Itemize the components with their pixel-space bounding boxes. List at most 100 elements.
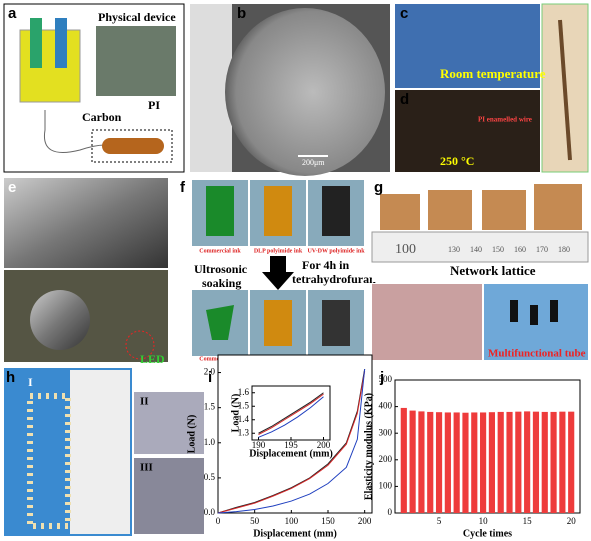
label: I — [28, 375, 33, 389]
panel-label: d — [400, 91, 409, 108]
data-line — [217, 371, 366, 514]
y-tick-label: 1.0 — [204, 437, 216, 447]
photo — [4, 178, 168, 268]
bar — [400, 407, 407, 513]
panel-label: e — [8, 179, 16, 196]
bar — [453, 412, 460, 513]
printer-body — [19, 29, 81, 103]
panel-cd: Room temperature 250 °C PI enamelled wir… — [395, 3, 589, 173]
data-line — [217, 368, 366, 514]
ruler-label: 130 — [448, 245, 460, 254]
lattice — [482, 190, 526, 230]
bar — [515, 411, 522, 513]
panel-f: Commercial ink DLP polyimide ink UV-DW p… — [180, 178, 376, 362]
sem-cross-section — [225, 8, 385, 176]
x-tick-label: 200 — [358, 516, 372, 526]
lattice — [380, 194, 420, 230]
bar — [550, 411, 557, 513]
panel-label: g — [374, 179, 383, 196]
lattice — [534, 184, 582, 230]
label: Multifunctional tube — [488, 348, 586, 360]
x-tick-label: 100 — [285, 516, 299, 526]
y-tick-label: 1.5 — [238, 400, 250, 410]
x-tick-label: 0 — [216, 516, 221, 526]
tube — [322, 186, 350, 236]
y-tick-label: 2.0 — [204, 367, 216, 377]
panel-label: f — [180, 179, 186, 196]
ruler-label: 150 — [492, 245, 504, 254]
ruler-label: 160 — [514, 245, 526, 254]
x-tick-label: 190 — [252, 440, 266, 450]
panel-label: c — [400, 5, 408, 22]
label: PI enamelled wire — [478, 116, 532, 124]
y-tick-label: 1.5 — [204, 402, 216, 412]
wire-tube — [102, 138, 164, 154]
panel-label: a — [8, 5, 17, 22]
bar — [471, 412, 478, 513]
x-tick-label: 200 — [317, 440, 331, 450]
ruler-label: 180 — [558, 245, 570, 254]
bar — [409, 410, 416, 513]
photo — [96, 26, 176, 96]
panel-e: LED e — [4, 178, 168, 366]
bar — [462, 412, 469, 513]
x-tick-label: 20 — [567, 516, 577, 526]
label: PI — [148, 98, 160, 112]
x-tick-label: 150 — [321, 516, 335, 526]
x-tick-label: 5 — [437, 516, 442, 526]
y-tick-label: 100 — [379, 480, 393, 490]
label: LED — [140, 352, 165, 366]
data-line — [258, 393, 324, 436]
photo — [190, 4, 232, 172]
photo — [395, 90, 540, 172]
label: Physical device — [98, 10, 176, 24]
label: II — [140, 396, 149, 408]
chart: 190 195 200 1.3 1.4 1.5 1.6 Displacement (mm) Lo… — [230, 385, 333, 459]
bar — [488, 412, 495, 513]
y-tick-label: 0 — [388, 507, 393, 517]
label: For 4h in — [302, 258, 349, 272]
plot-area — [394, 379, 581, 514]
x-tick-label: 10 — [479, 516, 489, 526]
data-line — [258, 396, 324, 438]
photo — [134, 392, 204, 454]
bar — [568, 411, 575, 513]
panel-label: b — [237, 5, 246, 22]
label: Room temperature — [440, 66, 546, 81]
bar — [480, 412, 487, 513]
bar — [541, 411, 548, 513]
bar — [532, 411, 540, 513]
y-axis-label: Load (N) — [230, 394, 241, 433]
dash-box — [91, 129, 173, 163]
bar — [418, 411, 425, 513]
data-line — [217, 368, 366, 514]
label: III — [140, 462, 153, 474]
y-axis-label: Load (N) — [186, 415, 197, 454]
tube — [264, 186, 292, 236]
syringe — [30, 18, 42, 68]
ruler-label: 170 — [536, 245, 548, 254]
circle — [125, 330, 155, 360]
ruler — [371, 231, 589, 263]
panel-b: 200μm b — [190, 4, 390, 176]
data-line — [258, 392, 324, 434]
label: Ultrosonic — [194, 262, 248, 276]
ruler-label: 100 — [395, 242, 416, 257]
y-tick-label: 1.6 — [238, 387, 250, 397]
x-tick-label: 15 — [523, 516, 533, 526]
y-tick-label: 300 — [379, 427, 393, 437]
panel-h: I II III h — [4, 368, 204, 536]
scale-label: 200μm — [302, 158, 325, 167]
label: Network lattice — [450, 263, 536, 278]
tube — [264, 300, 292, 346]
label: Carbon — [82, 110, 122, 124]
label: Commercial ink — [199, 248, 241, 254]
bulb — [30, 290, 90, 350]
label: DLP polyimide ink — [254, 248, 303, 254]
arrow — [262, 256, 294, 290]
chart: 0 50 100 150 200 0.0 0.5 1.0 1.5 2.0 Displacement … — [186, 354, 373, 539]
tube — [206, 186, 234, 236]
tube — [530, 305, 538, 325]
